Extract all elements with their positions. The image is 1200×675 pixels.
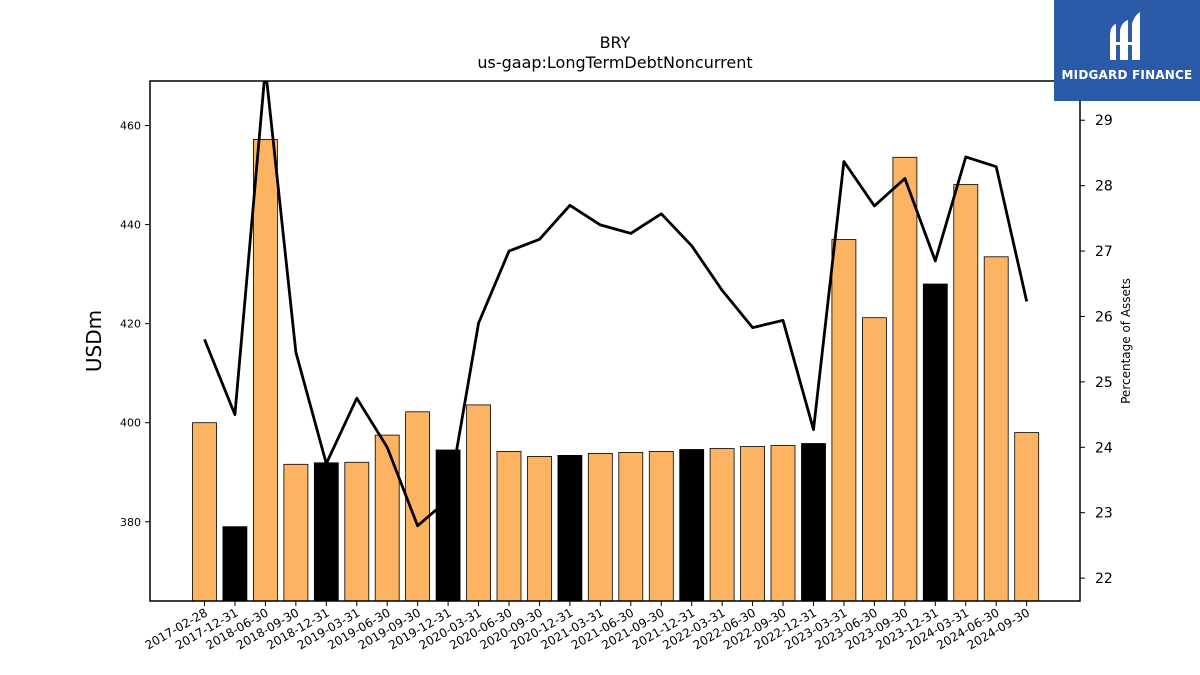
bar [313,462,339,601]
bar [740,446,765,601]
y2-tick-label: 29 [1095,113,1113,129]
chart-title: BRY [600,33,631,52]
y2-tick-label: 24 [1095,440,1113,456]
bar [435,449,461,601]
y2-tick-label: 22 [1095,571,1113,587]
bar [587,452,613,601]
bar [466,404,492,601]
bar [344,461,370,601]
bar [770,445,796,601]
y-tick-label: 460 [120,120,141,133]
y2-axis-label: Percentage of Assets [1119,278,1133,404]
y-axis-label: USDm [82,310,106,372]
bar [892,156,918,601]
brand-logo: MIDGARD FINANCE [1054,0,1200,101]
bar [709,448,735,601]
bar [283,463,309,601]
bar [862,317,887,601]
logo-mark-icon [1110,12,1140,60]
bar [983,256,1009,601]
line-group [203,81,1029,528]
bar [679,449,705,601]
bar [953,184,979,601]
plot-frame [149,80,1081,602]
percent-assets-line [203,81,1029,528]
bar [557,454,583,601]
y2-tick-label: 23 [1095,506,1113,522]
bars-group [192,138,1040,601]
y-axis-right: 22 23 24 25 26 27 28 29 [1080,113,1113,587]
logo-text: MIDGARD FINANCE [1061,68,1193,82]
bar [648,450,674,601]
y-tick-label: 440 [120,219,141,232]
y2-tick-label: 28 [1095,179,1113,195]
y2-tick-label: 26 [1095,309,1113,325]
bar [618,451,644,601]
chart-subtitle: us-gaap:LongTermDebtNoncurrent [477,53,752,72]
bar [1014,432,1040,601]
bar [222,526,248,601]
x-axis: 2017-02-282017-12-312018-06-302018-09-30… [143,601,1032,652]
y-tick-label: 380 [120,516,141,529]
bar [801,443,826,601]
bar [192,422,217,601]
bar [374,434,400,601]
y-tick-label: 420 [120,318,141,331]
bar [831,239,857,601]
y-axis-left: 380 400 420 440 460 [120,120,150,529]
y-tick-label: 400 [120,417,141,430]
y2-tick-label: 25 [1095,375,1113,391]
y2-tick-label: 27 [1095,244,1113,260]
bar [252,138,278,601]
bar [496,450,522,601]
bar [922,283,948,601]
bar [527,455,552,601]
